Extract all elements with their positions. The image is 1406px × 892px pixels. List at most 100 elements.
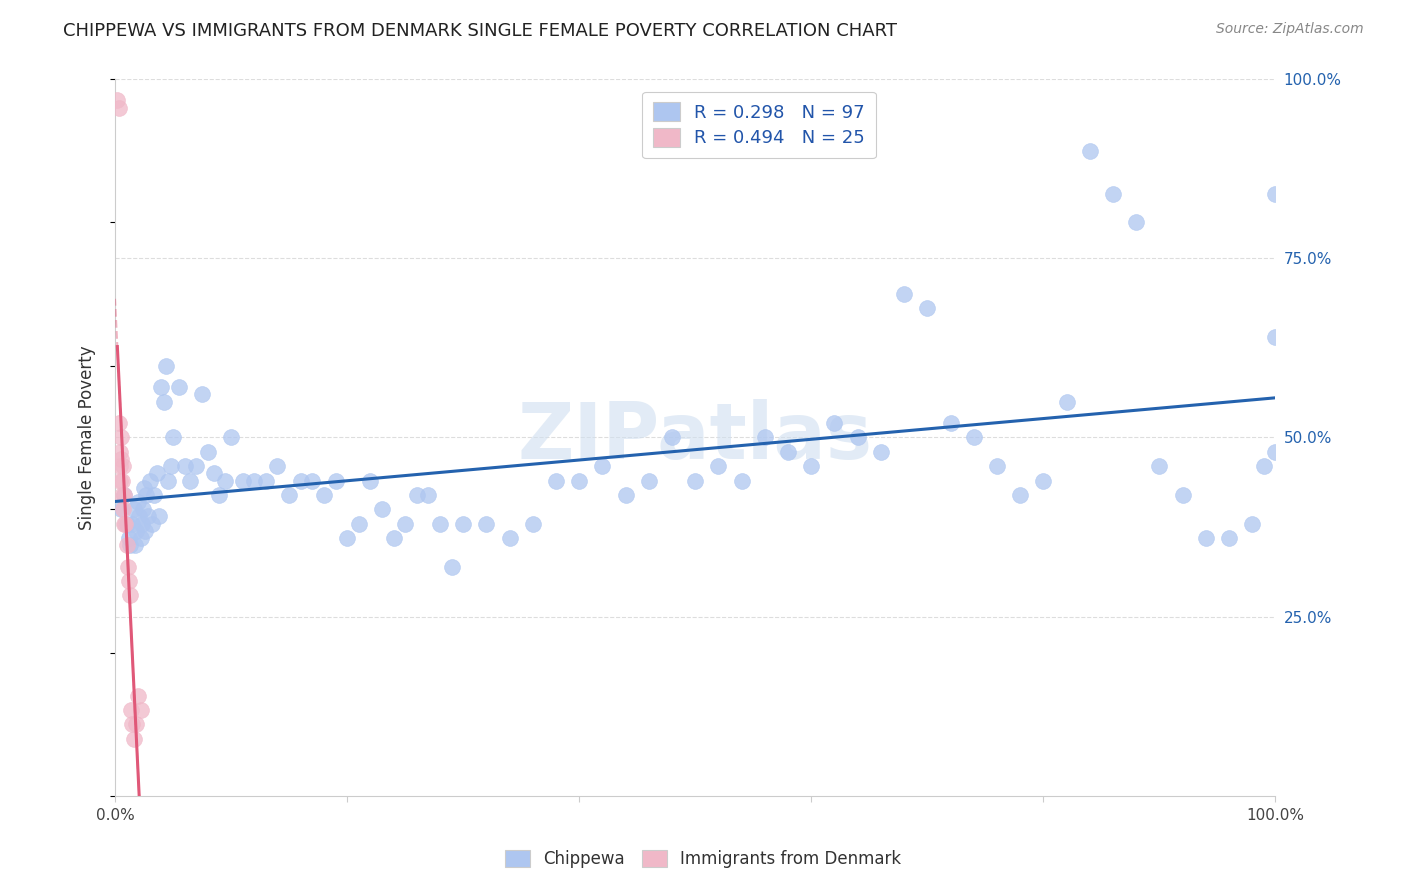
Point — [278, 488, 301, 502]
Point — [131, 516, 153, 531]
Point — [112, 488, 135, 502]
Point — [754, 430, 776, 444]
Point — [127, 495, 149, 509]
Point — [1032, 474, 1054, 488]
Point — [110, 452, 132, 467]
Point — [159, 459, 181, 474]
Point — [115, 516, 138, 531]
Point — [122, 502, 145, 516]
Point — [118, 531, 141, 545]
Point — [893, 287, 915, 301]
Point — [186, 459, 208, 474]
Legend: Chippewa, Immigrants from Denmark: Chippewa, Immigrants from Denmark — [498, 843, 908, 875]
Point — [128, 509, 150, 524]
Point — [152, 394, 174, 409]
Point — [917, 301, 939, 316]
Y-axis label: Single Female Poverty: Single Female Poverty — [79, 345, 96, 530]
Point — [418, 488, 440, 502]
Point — [1171, 488, 1194, 502]
Point — [148, 509, 170, 524]
Point — [986, 459, 1008, 474]
Point — [110, 502, 132, 516]
Point — [243, 474, 266, 488]
Point — [683, 474, 706, 488]
Point — [127, 689, 149, 703]
Point — [290, 474, 312, 488]
Point — [591, 459, 613, 474]
Point — [1056, 394, 1078, 409]
Point — [191, 387, 214, 401]
Point — [112, 459, 135, 474]
Point — [202, 467, 225, 481]
Point — [1010, 488, 1032, 502]
Point — [475, 516, 498, 531]
Point — [173, 459, 195, 474]
Point — [1125, 215, 1147, 229]
Point — [208, 488, 231, 502]
Point — [614, 488, 637, 502]
Point — [1264, 330, 1286, 344]
Point — [105, 94, 128, 108]
Point — [136, 509, 159, 524]
Point — [124, 538, 146, 552]
Point — [824, 416, 846, 430]
Point — [125, 524, 148, 538]
Point — [429, 516, 451, 531]
Point — [112, 516, 135, 531]
Point — [730, 474, 752, 488]
Point — [114, 516, 136, 531]
Point — [155, 359, 177, 373]
Point — [108, 459, 131, 474]
Point — [498, 531, 520, 545]
Point — [382, 531, 405, 545]
Point — [132, 502, 155, 516]
Point — [266, 459, 288, 474]
Legend: R = 0.298   N = 97, R = 0.494   N = 25: R = 0.298 N = 97, R = 0.494 N = 25 — [643, 92, 876, 158]
Point — [1149, 459, 1171, 474]
Point — [347, 516, 370, 531]
Point — [1253, 459, 1275, 474]
Point — [707, 459, 730, 474]
Point — [108, 445, 131, 459]
Point — [312, 488, 335, 502]
Point — [301, 474, 323, 488]
Text: Source: ZipAtlas.com: Source: ZipAtlas.com — [1216, 22, 1364, 37]
Point — [440, 559, 463, 574]
Point — [219, 430, 242, 444]
Point — [1102, 186, 1125, 201]
Point — [121, 516, 143, 531]
Point — [371, 502, 394, 516]
Point — [232, 474, 254, 488]
Point — [120, 588, 142, 602]
Point — [939, 416, 962, 430]
Point — [107, 416, 129, 430]
Point — [122, 731, 145, 746]
Point — [394, 516, 416, 531]
Point — [870, 445, 893, 459]
Point — [107, 101, 129, 115]
Point — [405, 488, 427, 502]
Point — [132, 481, 155, 495]
Point — [846, 430, 869, 444]
Point — [522, 516, 544, 531]
Point — [157, 474, 180, 488]
Point — [325, 474, 347, 488]
Point — [568, 474, 591, 488]
Point — [129, 703, 152, 717]
Point — [150, 380, 173, 394]
Point — [125, 717, 148, 731]
Point — [112, 502, 135, 516]
Point — [800, 459, 823, 474]
Point — [963, 430, 986, 444]
Point — [110, 430, 132, 444]
Point — [121, 717, 143, 731]
Point — [117, 559, 139, 574]
Point — [661, 430, 683, 444]
Point — [162, 430, 184, 444]
Point — [1078, 144, 1101, 158]
Point — [108, 474, 131, 488]
Point — [120, 538, 142, 552]
Point — [544, 474, 567, 488]
Point — [451, 516, 474, 531]
Point — [359, 474, 381, 488]
